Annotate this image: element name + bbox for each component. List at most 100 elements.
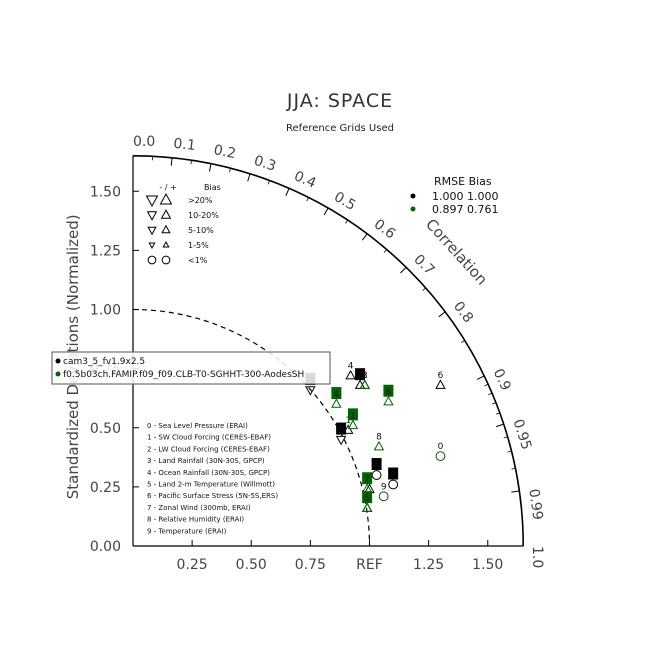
data-point-marker [373, 440, 385, 451]
data-point-marker [345, 369, 356, 380]
bias-legend-down-marker [148, 242, 156, 250]
bias-legend-circle-marker [147, 255, 157, 265]
data-point-marker [361, 502, 373, 512]
y-tick-label: 1.00 [90, 303, 121, 319]
data-point-marker [388, 479, 399, 490]
corr-minor-tick [229, 168, 231, 173]
data-point-label: 1 [350, 411, 356, 421]
bias-legend-up-marker [161, 224, 171, 234]
corr-minor-tick [492, 402, 497, 405]
data-point-label-box [383, 384, 394, 397]
corr-minor-tick [484, 383, 489, 387]
y-tick-label: 1.50 [90, 184, 121, 200]
data-point-marker [435, 379, 446, 389]
data-point-label: 2 [357, 371, 363, 381]
bias-legend-label: >20% [188, 196, 213, 205]
corr-minor-tick [267, 180, 270, 185]
variable-list-item: 9 - Temperature (ERAI) [147, 527, 227, 535]
corr-tick [170, 157, 173, 166]
data-points: 01234567890123456789 [305, 362, 446, 512]
variable-list-item: 6 - Pacific Surface Stress (5N-5S,ERS) [147, 492, 278, 500]
corr-axis-label: Correlation [422, 215, 491, 288]
variable-list-item: 7 - Zonal Wind (300mb, ERAI) [147, 504, 251, 512]
data-point-marker [361, 483, 373, 493]
variable-list-item: 3 - Land Rainfall (30N-30S, GPCP) [147, 457, 265, 465]
data-point-label: 4 [334, 390, 340, 400]
corr-tick [323, 207, 329, 216]
corr-tick-label: 0.8 [450, 299, 476, 326]
bias-legend-down-marker [146, 211, 158, 221]
ref-label: REF [356, 557, 383, 573]
data-point-marker [359, 379, 371, 389]
corr-tick-label: 0.99 [525, 488, 545, 521]
x-tick-label: 0.75 [295, 557, 326, 573]
corr-tick-label: 0.3 [252, 153, 278, 175]
corr-minor-tick [422, 287, 426, 291]
corr-minor-tick [345, 219, 348, 224]
corr-tick-label: 0.0 [133, 134, 155, 150]
data-point-label-box [388, 467, 399, 480]
data-point-label: 8 [376, 433, 382, 443]
corr-minor-tick [461, 340, 465, 343]
bias-legend-label: <1% [188, 256, 208, 265]
variable-list-item: 1 - SW Cloud Forcing (CERES-EBAF) [147, 434, 271, 442]
bias-legend: - / + Bias >20% 10-20% 5-10% 1-5% <1% [145, 183, 221, 265]
bias-legend-circle-marker [161, 255, 171, 265]
rmse-legend-dot [410, 206, 416, 212]
bias-legend-label: 1-5% [188, 241, 209, 250]
x-tick-label: 1.50 [472, 557, 503, 573]
x-tick-label: 0.25 [177, 557, 208, 573]
corr-tick-label: 0.9 [490, 366, 514, 393]
x-tick-label: 0.50 [236, 557, 267, 573]
corr-tick-label: 0.1 [173, 136, 197, 154]
data-point-marker [335, 435, 347, 446]
y-tick-label: 0.00 [90, 539, 121, 555]
data-point-label: 9 [381, 482, 387, 492]
corr-tick [208, 163, 212, 172]
corr-tick [361, 233, 368, 241]
variable-list-item: 2 - LW Cloud Forcing (CERES-EBAF) [147, 445, 270, 453]
data-point-marker [305, 386, 316, 396]
data-point-label: 2 [362, 371, 368, 381]
data-point-marker [435, 451, 446, 462]
variable-list: 0 - Sea Level Pressure (ERAI) 1 - SW Clou… [147, 422, 278, 535]
data-point-label-box [336, 422, 347, 435]
y-tick-label: 1.25 [90, 243, 121, 259]
data-point-label: 0 [374, 461, 380, 471]
y-tick-label: 0.50 [90, 421, 121, 437]
bias-legend-header: Bias [204, 183, 221, 192]
corr-minor-tick [503, 436, 508, 439]
corr-tick [247, 173, 251, 182]
variable-list-item: 4 - Ocean Rainfall (30N-30S, GPCP) [147, 469, 270, 477]
x-tick-label: 1.25 [413, 557, 444, 573]
data-point-label: 6 [386, 388, 392, 398]
case-legend-dot [55, 358, 61, 364]
chart-title: JJA: SPACE [286, 90, 393, 112]
case-legend-dot [55, 371, 61, 377]
data-point-marker [378, 491, 389, 502]
data-point-label-box [371, 458, 382, 471]
corr-minor-tick [488, 392, 493, 395]
chart-subtitle: Reference Grids Used [286, 123, 394, 134]
corr-tick-label: 0.5 [331, 189, 358, 214]
data-point-label: 0 [438, 442, 444, 452]
case-legend: cam3_5_fv1.9x2.5 f0.5b03ch.FAMIP.f09_f09.… [51, 351, 331, 385]
axes-group [132, 154, 525, 547]
data-point-label: 6 [438, 371, 444, 381]
corr-tick-label: 0.2 [212, 142, 237, 162]
bias-legend-sign: - / + [159, 183, 176, 192]
data-point-label-box [362, 472, 373, 485]
corr-minor-tick [190, 160, 192, 165]
corr-tick [511, 490, 520, 493]
data-point-label-box [362, 491, 373, 504]
corr-minor-tick [306, 197, 309, 202]
corr-tick [495, 423, 504, 428]
variable-list-item: 8 - Relative Humidity (ERAI) [147, 516, 244, 524]
corr-minor-tick [495, 412, 500, 415]
bias-legend-down-marker [147, 226, 157, 236]
data-point-marker [371, 470, 382, 480]
rmse-legend-value: 0.897 0.761 [432, 203, 498, 216]
corr-tick [476, 375, 485, 380]
